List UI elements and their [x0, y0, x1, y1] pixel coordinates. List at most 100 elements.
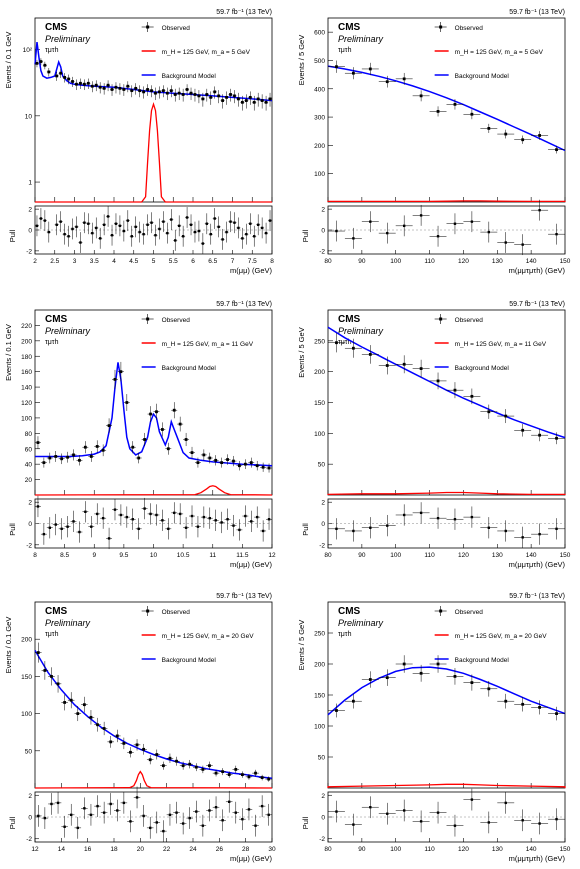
- x-tick-label: 12: [31, 846, 39, 853]
- pull-point: [181, 235, 185, 238]
- pull-point: [75, 225, 78, 229]
- pull-point: [221, 819, 224, 822]
- pull-point: [70, 813, 73, 817]
- observed-point: [78, 458, 81, 462]
- observed-point: [47, 70, 51, 74]
- legend-observed-label: Observed: [455, 609, 484, 616]
- observed-point: [165, 91, 169, 95]
- legend-observed-dot: [439, 25, 443, 29]
- pull-point: [436, 516, 440, 520]
- pull-point: [101, 516, 105, 520]
- pull-point: [114, 222, 118, 225]
- observed-point: [188, 762, 192, 766]
- legend-background-label: Background Model: [455, 73, 510, 80]
- pull-point: [54, 523, 57, 526]
- x-axis-label: m(μμ) (GeV): [230, 266, 272, 275]
- observed-point: [75, 82, 78, 86]
- observed-point: [214, 771, 218, 775]
- legend-background-label: Background Model: [162, 73, 217, 80]
- preliminary-label: Preliminary: [45, 34, 91, 44]
- observed-point: [419, 671, 423, 675]
- observed-point: [190, 451, 194, 455]
- observed-point: [82, 703, 86, 707]
- pull-point: [184, 526, 188, 529]
- observed-point: [453, 388, 457, 392]
- observed-point: [54, 455, 58, 458]
- pull-point: [521, 536, 524, 539]
- observed-point: [60, 457, 64, 461]
- main-plot-frame: [327, 601, 566, 789]
- x-tick-label: 4: [112, 258, 116, 265]
- legend-signal-label: m_H = 125 GeV, m_a = 11 GeV: [455, 341, 547, 348]
- pull-point: [131, 518, 134, 521]
- observed-point: [177, 91, 181, 95]
- observed-point: [267, 466, 271, 470]
- pull-point: [98, 237, 102, 240]
- chart-panel-6: 59.7 fb⁻¹ (13 TeV) 50 100 150 200 250 Events /…: [297, 593, 571, 863]
- legend-background-label: Background Model: [162, 657, 217, 664]
- y-tick-label: 200: [314, 662, 325, 669]
- pull-point: [197, 229, 201, 233]
- x-tick-label: 6.5: [208, 258, 217, 265]
- pull-point: [419, 214, 423, 217]
- pull-point: [201, 824, 205, 827]
- y-tick-label: 100: [314, 171, 325, 178]
- lumi-label: 59.7 fb⁻¹ (13 TeV): [216, 301, 272, 308]
- pull-point: [538, 208, 541, 212]
- pull-point: [47, 230, 51, 234]
- pull-point: [166, 231, 169, 235]
- observed-point: [193, 93, 197, 96]
- pull-point: [146, 223, 149, 226]
- observed-point: [243, 462, 247, 466]
- pull-y-tick-label: -2: [319, 836, 325, 843]
- pull-point: [155, 513, 158, 517]
- pull-point: [386, 231, 389, 235]
- observed-point: [86, 81, 90, 85]
- observed-point: [213, 90, 217, 94]
- pull-point: [352, 529, 355, 533]
- legend-observed-dot: [439, 609, 443, 613]
- pull-point: [256, 223, 260, 226]
- observed-point: [402, 662, 406, 666]
- pull-point: [162, 220, 165, 223]
- observed-point: [181, 93, 185, 96]
- observed-point: [119, 370, 123, 374]
- signal-curve: [35, 102, 272, 203]
- x-tick-label: 100: [390, 258, 401, 265]
- y-tick-label: 250: [314, 338, 325, 345]
- pull-point: [521, 819, 524, 822]
- observed-point: [521, 428, 525, 432]
- observed-point: [351, 71, 355, 75]
- pull-point: [352, 823, 355, 826]
- observed-point: [134, 86, 138, 90]
- y-tick-label: 200: [314, 143, 325, 150]
- legend-observed-label: Observed: [162, 317, 191, 324]
- y-tick-label: 500: [314, 58, 325, 65]
- x-tick-label: 80: [324, 258, 332, 265]
- observed-point: [205, 93, 209, 96]
- pull-point: [149, 512, 152, 516]
- x-tick-label: 100: [390, 846, 401, 853]
- legend-background-label: Background Model: [162, 365, 217, 372]
- observed-point: [436, 662, 440, 666]
- observed-point: [555, 712, 558, 715]
- observed-point: [59, 71, 63, 75]
- pull-point: [237, 226, 240, 230]
- x-tick-label: 7: [231, 258, 235, 265]
- observed-point: [260, 99, 264, 102]
- cms-label: CMS: [45, 606, 68, 617]
- observed-point: [63, 76, 67, 79]
- pull-point: [178, 512, 182, 516]
- observed-point: [89, 455, 93, 458]
- pull-point: [154, 234, 157, 237]
- pull-point: [60, 527, 63, 531]
- pull-y-tick-label: 0: [28, 815, 32, 822]
- x-tick-label: 3.5: [90, 258, 99, 265]
- observed-point: [155, 410, 158, 414]
- pull-y-tick-label: 2: [321, 793, 325, 800]
- x-tick-label: 26: [216, 846, 224, 853]
- observed-point: [487, 127, 491, 130]
- observed-point: [419, 367, 423, 370]
- observed-point: [36, 441, 40, 444]
